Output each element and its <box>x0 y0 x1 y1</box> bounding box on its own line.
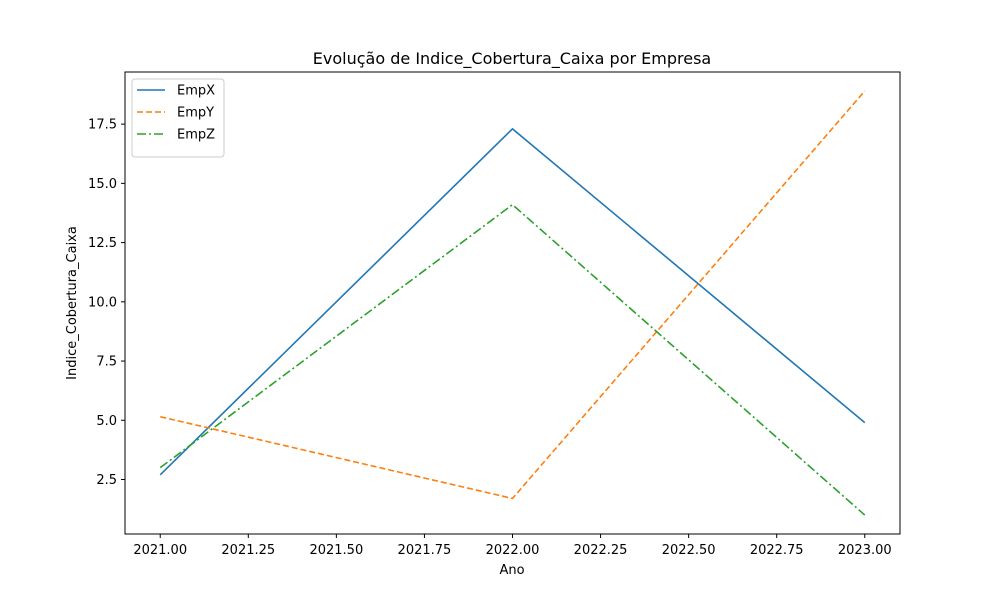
y-tick-label: 10.0 <box>88 295 117 310</box>
series-line-empz <box>159 203 866 516</box>
plot-frame <box>124 71 901 535</box>
x-tick-label: 2022.25 <box>574 543 628 558</box>
legend-label-empx: EmpX <box>177 84 215 99</box>
x-tick-label: 2021.50 <box>309 543 363 558</box>
series-line-empy <box>160 90 866 500</box>
y-tick-label: 12.5 <box>88 236 117 251</box>
legend-label-empy: EmpY <box>177 106 214 121</box>
legend: EmpX EmpY EmpZ <box>131 78 225 158</box>
y-tick-label: 5.0 <box>96 414 117 429</box>
y-axis-label: Indice_Cobertura_Caixa <box>65 226 80 380</box>
x-tick-label: 2021.00 <box>133 543 187 558</box>
x-tick-label: 2021.25 <box>221 543 275 558</box>
x-axis-label: Ano <box>499 563 524 578</box>
y-tick-label: 7.5 <box>96 355 117 370</box>
chart-title: Evolução de Indice_Cobertura_Caixa por E… <box>313 49 711 69</box>
series-line-empx <box>159 128 866 476</box>
y-tick-label: 2.5 <box>96 473 117 488</box>
x-tick-label: 2022.00 <box>486 543 540 558</box>
x-tick-label: 2023.00 <box>838 543 892 558</box>
x-tick-label: 2022.75 <box>750 543 804 558</box>
x-tick-label: 2022.50 <box>662 543 716 558</box>
legend-label-empz: EmpZ <box>177 128 215 143</box>
legend-box <box>131 78 225 158</box>
y-tick-label: 15.0 <box>88 177 117 192</box>
y-tick-label: 17.5 <box>88 118 117 133</box>
x-tick-label: 2021.75 <box>398 543 452 558</box>
